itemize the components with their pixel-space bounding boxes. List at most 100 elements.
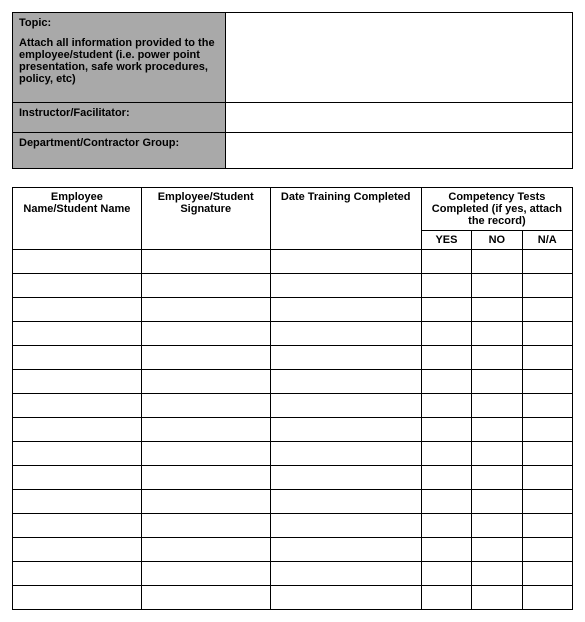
table-cell[interactable] — [421, 370, 471, 394]
table-cell[interactable] — [522, 322, 572, 346]
table-cell[interactable] — [472, 346, 522, 370]
table-row — [13, 418, 573, 442]
department-value-cell[interactable] — [225, 133, 572, 169]
header-competency: Competency Tests Completed (if yes, atta… — [421, 188, 572, 231]
table-cell[interactable] — [141, 514, 270, 538]
table-cell[interactable] — [270, 250, 421, 274]
topic-label-cell: Topic: Attach all information provided t… — [13, 13, 226, 103]
table-cell[interactable] — [13, 394, 142, 418]
table-cell[interactable] — [13, 370, 142, 394]
table-cell[interactable] — [141, 250, 270, 274]
table-cell[interactable] — [141, 418, 270, 442]
table-cell[interactable] — [421, 538, 471, 562]
table-cell[interactable] — [472, 490, 522, 514]
table-cell[interactable] — [472, 250, 522, 274]
table-cell[interactable] — [421, 466, 471, 490]
table-cell[interactable] — [13, 538, 142, 562]
topic-label: Topic: — [19, 17, 219, 29]
table-cell[interactable] — [472, 586, 522, 610]
table-cell[interactable] — [472, 394, 522, 418]
table-cell[interactable] — [13, 466, 142, 490]
table-cell[interactable] — [522, 346, 572, 370]
table-cell[interactable] — [13, 514, 142, 538]
table-cell[interactable] — [270, 370, 421, 394]
table-row — [13, 250, 573, 274]
table-cell[interactable] — [472, 442, 522, 466]
table-cell[interactable] — [421, 346, 471, 370]
table-cell[interactable] — [141, 298, 270, 322]
table-cell[interactable] — [141, 274, 270, 298]
instructor-value-cell[interactable] — [225, 103, 572, 133]
table-row — [13, 538, 573, 562]
table-cell[interactable] — [522, 586, 572, 610]
table-row — [13, 394, 573, 418]
table-cell[interactable] — [141, 322, 270, 346]
table-cell[interactable] — [13, 250, 142, 274]
table-cell[interactable] — [421, 442, 471, 466]
table-body — [13, 250, 573, 610]
table-cell[interactable] — [270, 538, 421, 562]
table-cell[interactable] — [472, 514, 522, 538]
table-cell[interactable] — [472, 418, 522, 442]
table-cell[interactable] — [522, 250, 572, 274]
table-cell[interactable] — [522, 538, 572, 562]
table-cell[interactable] — [141, 346, 270, 370]
topic-value-cell[interactable] — [225, 13, 572, 103]
table-cell[interactable] — [270, 418, 421, 442]
table-cell[interactable] — [270, 490, 421, 514]
attach-instructions: Attach all information provided to the e… — [19, 37, 219, 85]
table-cell[interactable] — [522, 418, 572, 442]
table-cell[interactable] — [141, 538, 270, 562]
table-cell[interactable] — [270, 298, 421, 322]
table-cell[interactable] — [13, 298, 142, 322]
table-row — [13, 466, 573, 490]
header-no: NO — [472, 231, 522, 250]
table-cell[interactable] — [522, 466, 572, 490]
table-cell[interactable] — [270, 322, 421, 346]
table-cell[interactable] — [522, 298, 572, 322]
table-cell[interactable] — [472, 370, 522, 394]
table-cell[interactable] — [472, 274, 522, 298]
table-cell[interactable] — [421, 298, 471, 322]
table-cell[interactable] — [421, 418, 471, 442]
table-cell[interactable] — [270, 514, 421, 538]
table-cell[interactable] — [270, 274, 421, 298]
table-cell[interactable] — [522, 274, 572, 298]
table-cell[interactable] — [421, 394, 471, 418]
table-cell[interactable] — [522, 514, 572, 538]
table-cell[interactable] — [522, 442, 572, 466]
table-cell[interactable] — [472, 298, 522, 322]
table-cell[interactable] — [141, 442, 270, 466]
table-cell[interactable] — [522, 490, 572, 514]
table-cell[interactable] — [421, 514, 471, 538]
table-cell[interactable] — [472, 538, 522, 562]
table-cell[interactable] — [472, 466, 522, 490]
table-cell[interactable] — [141, 586, 270, 610]
table-cell[interactable] — [522, 394, 572, 418]
table-cell[interactable] — [270, 346, 421, 370]
table-cell[interactable] — [421, 586, 471, 610]
table-cell[interactable] — [141, 394, 270, 418]
table-cell[interactable] — [270, 394, 421, 418]
table-cell[interactable] — [270, 466, 421, 490]
table-cell[interactable] — [13, 346, 142, 370]
table-cell[interactable] — [472, 322, 522, 346]
table-cell[interactable] — [13, 442, 142, 466]
table-cell[interactable] — [522, 370, 572, 394]
table-cell[interactable] — [141, 490, 270, 514]
table-cell[interactable] — [270, 586, 421, 610]
table-cell[interactable] — [421, 322, 471, 346]
table-cell[interactable] — [421, 250, 471, 274]
table-cell[interactable] — [13, 490, 142, 514]
table-cell[interactable] — [13, 418, 142, 442]
table-cell[interactable] — [421, 274, 471, 298]
header-date: Date Training Completed — [270, 188, 421, 250]
table-cell[interactable] — [141, 370, 270, 394]
table-cell[interactable] — [421, 490, 471, 514]
table-cell[interactable] — [141, 466, 270, 490]
table-cell[interactable] — [13, 274, 142, 298]
table-cell[interactable] — [13, 586, 142, 610]
header-yes: YES — [421, 231, 471, 250]
table-cell[interactable] — [270, 442, 421, 466]
table-cell[interactable] — [13, 322, 142, 346]
